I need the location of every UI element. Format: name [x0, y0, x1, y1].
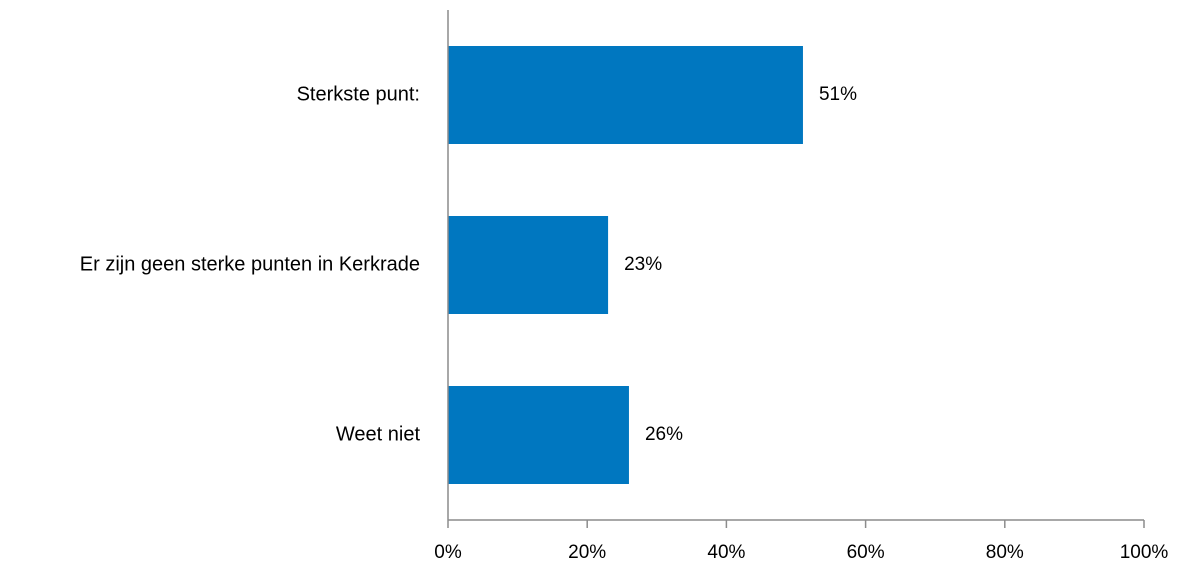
bar	[448, 46, 803, 144]
bars-group	[448, 46, 803, 484]
data-label: 51%	[819, 84, 857, 105]
x-axis-ticks	[447, 520, 1145, 528]
data-label: 26%	[645, 424, 683, 445]
category-label: Weet niet	[336, 423, 421, 445]
category-labels: Sterkste punt: Er zijn geen sterke punten…	[80, 83, 421, 445]
category-label: Er zijn geen sterke punten in Kerkrade	[80, 253, 420, 275]
category-label: Sterkste punt:	[297, 83, 420, 105]
bar	[448, 216, 609, 314]
x-axis-tick-labels: 0% 20% 40% 60% 80% 100%	[434, 542, 1168, 563]
bar	[448, 386, 629, 484]
data-label: 23%	[624, 254, 662, 275]
x-tick-label: 20%	[568, 542, 606, 563]
x-tick-label: 100%	[1120, 542, 1169, 563]
x-tick-label: 40%	[707, 542, 745, 563]
x-tick-label: 60%	[847, 542, 885, 563]
x-tick-label: 80%	[986, 542, 1024, 563]
x-tick-label: 0%	[434, 542, 462, 563]
data-labels: 51% 23% 26%	[624, 84, 857, 445]
